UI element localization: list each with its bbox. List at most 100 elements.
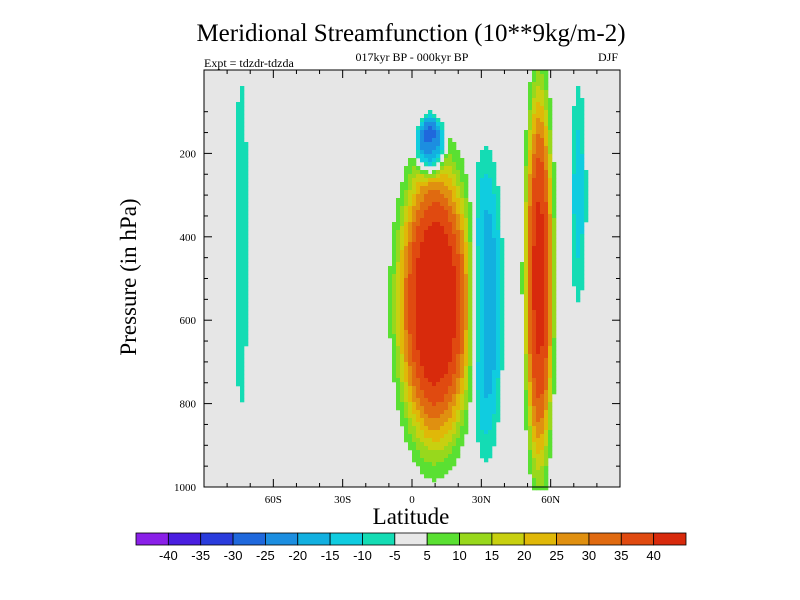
contour-cell	[412, 350, 417, 355]
contour-cell	[424, 450, 429, 455]
contour-cell	[444, 214, 449, 219]
contour-cell	[408, 182, 413, 187]
contour-cell	[492, 214, 497, 219]
contour-cell	[236, 382, 241, 387]
contour-cell	[484, 150, 489, 155]
contour-cell	[484, 198, 489, 203]
colorbar-label: 20	[517, 548, 531, 563]
contour-cell	[488, 406, 493, 411]
contour-cell	[528, 470, 533, 475]
contour-cell	[492, 230, 497, 235]
contour-cell	[456, 298, 461, 303]
contour-cell	[532, 106, 537, 111]
contour-cell	[440, 214, 445, 219]
contour-cell	[460, 262, 465, 267]
contour-cell	[400, 326, 405, 331]
contour-cell	[528, 114, 533, 119]
contour-cell	[524, 170, 529, 175]
contour-cell	[432, 414, 437, 419]
contour-cell	[240, 362, 245, 367]
contour-cell	[552, 258, 557, 263]
contour-cell	[544, 346, 549, 351]
contour-cell	[432, 198, 437, 203]
contour-cell	[400, 182, 405, 187]
contour-cell	[432, 118, 437, 123]
contour-cell	[488, 378, 493, 383]
contour-cell	[544, 338, 549, 343]
contour-cell	[500, 354, 505, 359]
contour-cell	[576, 246, 581, 251]
contour-cell	[240, 122, 245, 127]
contour-cell	[428, 194, 433, 199]
contour-cell	[408, 322, 413, 327]
contour-cell	[500, 362, 505, 367]
contour-cell	[420, 222, 425, 227]
contour-cell	[544, 342, 549, 347]
contour-cell	[528, 414, 533, 419]
contour-cell	[576, 150, 581, 155]
contour-cell	[448, 450, 453, 455]
contour-cell	[420, 370, 425, 375]
contour-cell	[492, 398, 497, 403]
contour-cell	[540, 466, 545, 471]
contour-cell	[444, 410, 449, 415]
contour-cell	[244, 290, 249, 295]
contour-cell	[444, 234, 449, 239]
contour-cell	[536, 442, 541, 447]
contour-cell	[448, 282, 453, 287]
contour-cell	[524, 206, 529, 211]
contour-cell	[528, 150, 533, 155]
contour-cell	[408, 258, 413, 263]
contour-cell	[448, 382, 453, 387]
contour-cell	[420, 270, 425, 275]
contour-cell	[532, 110, 537, 115]
contour-cell	[424, 162, 429, 167]
contour-cell	[572, 266, 577, 271]
contour-cell	[496, 262, 501, 267]
contour-cell	[572, 174, 577, 179]
contour-cell	[420, 410, 425, 415]
contour-cell	[532, 334, 537, 339]
contour-cell	[408, 210, 413, 215]
contour-cell	[488, 358, 493, 363]
contour-cell	[416, 366, 421, 371]
contour-cell	[420, 306, 425, 311]
contour-cell	[244, 322, 249, 327]
contour-cell	[464, 430, 469, 435]
contour-cell	[236, 178, 241, 183]
contour-cell	[400, 378, 405, 383]
contour-cell	[476, 270, 481, 275]
contour-cell	[548, 178, 553, 183]
contour-cell	[528, 98, 533, 103]
contour-cell	[532, 278, 537, 283]
contour-cell	[436, 450, 441, 455]
contour-cell	[480, 170, 485, 175]
contour-cell	[432, 374, 437, 379]
contour-cell	[544, 318, 549, 323]
contour-cell	[528, 122, 533, 127]
contour-cell	[580, 170, 585, 175]
contour-cell	[460, 198, 465, 203]
contour-cell	[400, 262, 405, 267]
contour-cell	[552, 278, 557, 283]
contour-cell	[460, 406, 465, 411]
contour-cell	[452, 426, 457, 431]
contour-cell	[528, 282, 533, 287]
contour-cell	[440, 414, 445, 419]
contour-cell	[532, 342, 537, 347]
contour-cell	[236, 206, 241, 211]
contour-cell	[448, 386, 453, 391]
contour-cell	[416, 446, 421, 451]
contour-cell	[480, 358, 485, 363]
contour-cell	[396, 274, 401, 279]
contour-cell	[448, 222, 453, 227]
contour-cell	[452, 290, 457, 295]
contour-cell	[408, 290, 413, 295]
contour-cell	[404, 306, 409, 311]
contour-cell	[424, 458, 429, 463]
contour-cell	[412, 206, 417, 211]
contour-cell	[400, 286, 405, 291]
contour-cell	[400, 210, 405, 215]
contour-cell	[436, 190, 441, 195]
contour-cell	[552, 190, 557, 195]
